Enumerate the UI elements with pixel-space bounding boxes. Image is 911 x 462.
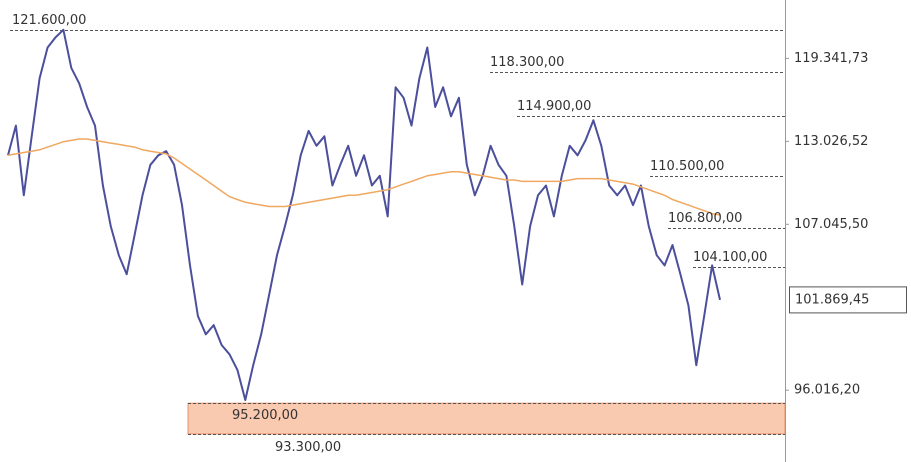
current-price-label: 101.869,45: [795, 292, 869, 307]
plot-area: 104.100,00: [7, 28, 785, 435]
level-label: 114.900,00: [517, 99, 591, 114]
level-label: 104.100,00: [693, 250, 767, 265]
moving-average: [7, 138, 721, 216]
price-line: [7, 28, 721, 401]
level-label: 121.600,00: [12, 13, 86, 28]
y-tick-label: 113.026,52: [794, 134, 868, 149]
level-label: 110.500,00: [650, 159, 724, 174]
zone: [187, 402, 785, 435]
current-price-box: [789, 286, 907, 314]
y-tick-label: 119.341,73: [794, 51, 868, 66]
level-label: 106.800,00: [668, 211, 742, 226]
y-tick-label: 96.016,20: [794, 383, 860, 398]
level-label: 95.200,00: [232, 408, 298, 423]
level-label: 93.300,00: [275, 440, 341, 455]
level-label: 118.300,00: [490, 55, 564, 70]
y-tick-label: 107.045,50: [794, 217, 868, 232]
